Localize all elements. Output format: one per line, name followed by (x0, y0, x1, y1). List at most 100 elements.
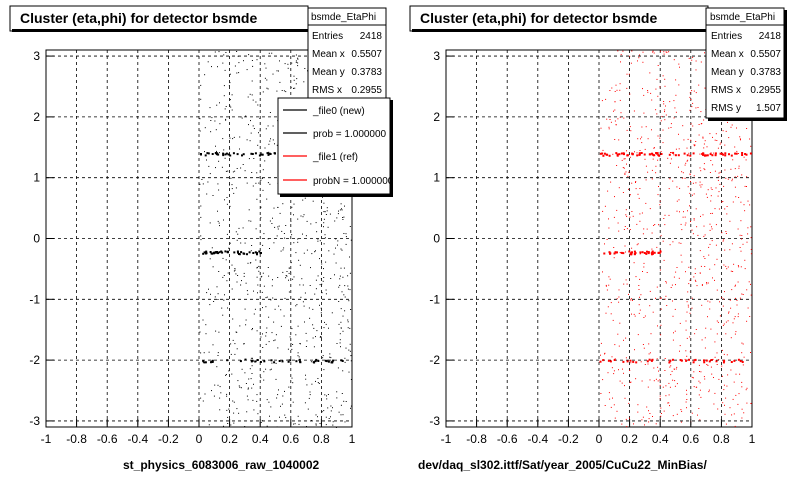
scatter-point (734, 333, 736, 335)
scatter-point (262, 272, 264, 274)
scatter-point (694, 273, 696, 274)
scatter-point (229, 137, 231, 139)
scatter-point (225, 52, 227, 53)
x-tick-label: -0.4 (127, 432, 148, 446)
left-legend[interactable]: _file0 (new) prob = 1.000000 _file1 (ref… (277, 97, 394, 197)
scatter-point (646, 228, 648, 230)
scatter-point (253, 128, 255, 129)
scatter-point (291, 328, 293, 330)
scatter-point (302, 301, 304, 303)
scatter-point (608, 128, 610, 130)
scatter-point (230, 353, 232, 355)
scatter-point (599, 360, 602, 363)
scatter-point (689, 205, 690, 207)
scatter-point (319, 258, 320, 260)
scatter-point (702, 153, 704, 156)
scatter-point (250, 220, 252, 222)
scatter-point (206, 292, 208, 294)
scatter-point (617, 222, 619, 224)
scatter-point (675, 148, 677, 150)
scatter-point (637, 60, 638, 62)
scatter-point (287, 360, 290, 363)
scatter-point (234, 65, 236, 67)
scatter-point (323, 327, 325, 329)
scatter-point (259, 180, 261, 182)
scatter-point (709, 308, 711, 310)
scatter-point (298, 259, 300, 261)
scatter-point (712, 164, 714, 166)
scatter-point (608, 392, 610, 394)
scatter-point (262, 333, 263, 335)
scatter-point (711, 212, 713, 214)
scatter-point (204, 154, 207, 157)
scatter-point (676, 413, 678, 415)
scatter-point (733, 318, 735, 320)
scatter-point (290, 343, 292, 345)
scatter-point (620, 251, 623, 254)
scatter-point (625, 171, 627, 173)
scatter-point (611, 87, 613, 89)
scatter-point (266, 425, 268, 427)
scatter-point (673, 154, 675, 156)
scatter-point (680, 223, 682, 225)
scatter-point (232, 171, 234, 173)
scatter-point (672, 300, 673, 302)
scatter-point (223, 54, 225, 56)
scatter-point (746, 387, 748, 389)
scatter-point (730, 270, 732, 272)
scatter-point (265, 306, 267, 308)
scatter-point (309, 391, 311, 393)
scatter-point (733, 413, 735, 415)
scatter-point (252, 99, 254, 101)
scatter-point (212, 344, 214, 346)
scatter-point (613, 370, 615, 372)
right-stats-box[interactable]: bsmde_EtaPhi Entries 2418 Mean x 0.5507 … (705, 7, 787, 121)
scatter-point (656, 246, 658, 248)
scatter-point (326, 207, 328, 209)
scatter-point (635, 276, 637, 278)
scatter-point (633, 313, 635, 315)
scatter-point (665, 385, 667, 387)
scatter-point (301, 278, 303, 280)
scatter-point (287, 359, 289, 361)
scatter-point (649, 208, 651, 210)
scatter-point (242, 164, 244, 165)
scatter-point (642, 416, 644, 418)
left-stats-box[interactable]: bsmde_EtaPhi Entries 2418 Mean x 0.5507 … (307, 7, 387, 102)
scatter-point (653, 154, 656, 157)
scatter-point (741, 361, 744, 363)
scatter-point (651, 358, 654, 361)
scatter-point (344, 285, 346, 287)
scatter-point (290, 262, 292, 264)
scatter-point (269, 248, 270, 249)
scatter-point (663, 259, 665, 261)
scatter-point (620, 61, 621, 63)
scatter-point (679, 359, 682, 361)
x-tick-label: -0.6 (97, 432, 118, 446)
scatter-point (295, 252, 297, 254)
scatter-point (230, 424, 232, 426)
scatter-point (267, 88, 269, 90)
scatter-point (678, 242, 680, 244)
scatter-point (677, 154, 680, 157)
scatter-point (603, 252, 606, 255)
scatter-point (322, 357, 324, 359)
scatter-point (715, 133, 717, 135)
scatter-point (637, 193, 639, 195)
scatter-point (311, 383, 313, 385)
scatter-point (295, 83, 297, 85)
scatter-point (302, 284, 304, 286)
scatter-point (727, 374, 729, 376)
scatter-point (214, 296, 216, 298)
scatter-point (646, 272, 648, 273)
scatter-point (208, 165, 210, 167)
scatter-point (684, 177, 686, 179)
scatter-point (347, 327, 349, 329)
scatter-point (660, 308, 662, 310)
scatter-point (255, 101, 257, 103)
scatter-point (269, 369, 271, 371)
scatter-point (340, 414, 342, 416)
scatter-point (738, 266, 740, 268)
scatter-point (710, 195, 712, 197)
scatter-point (706, 282, 708, 283)
